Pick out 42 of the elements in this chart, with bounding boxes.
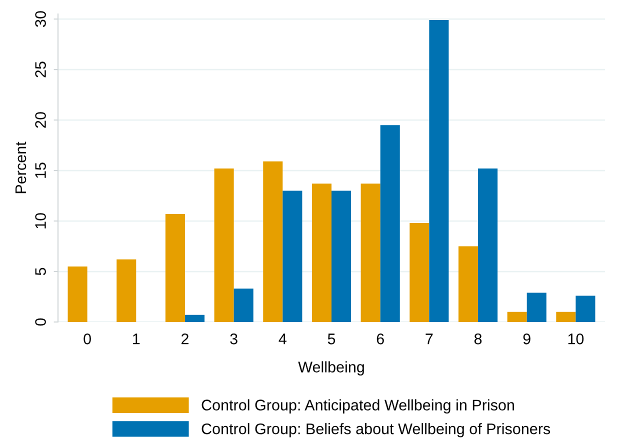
y-tick-label: 10 (35, 213, 46, 228)
x-tick-label: 7 (426, 334, 433, 344)
x-tick-label: 6 (376, 334, 384, 344)
y-tick-label: 5 (35, 268, 46, 276)
bar (576, 296, 596, 322)
y-tick-label: 15 (35, 162, 46, 178)
x-tick-label: 1 (133, 334, 140, 344)
x-axis-title: Wellbeing (298, 361, 364, 376)
bar (556, 312, 576, 322)
y-axis-title: Percent (15, 142, 26, 194)
x-tick-label: 2 (182, 334, 188, 344)
bar (526, 292, 546, 322)
y-tick-label: 25 (35, 62, 46, 78)
y-tick-label: 0 (35, 318, 46, 326)
bar (282, 190, 302, 322)
y-tick-label: 20 (35, 112, 46, 128)
x-tick-label: 5 (328, 334, 336, 344)
x-tick-label: 9 (523, 334, 530, 344)
bar (429, 20, 449, 322)
bar (68, 266, 88, 322)
bar (458, 246, 478, 322)
bar (410, 223, 430, 322)
bar (263, 161, 283, 322)
x-tick-label: 4 (278, 334, 286, 344)
legend-label: Control Group: Anticipated Wellbeing in Prison (202, 399, 514, 414)
y-tick-label: 30 (35, 11, 46, 27)
x-tick-label: 3 (230, 334, 238, 344)
legend-label: Control Group: Beliefs about Wellbeing of Prisoners (202, 423, 550, 438)
bar (380, 125, 400, 322)
bar (312, 184, 332, 322)
bar (234, 288, 254, 322)
bar (360, 184, 380, 322)
bar (214, 168, 234, 322)
bar (332, 190, 352, 322)
bar (478, 168, 498, 322)
x-tick-label: 0 (84, 334, 91, 344)
bar (165, 214, 185, 322)
bar (116, 259, 136, 322)
x-tick-label: 10 (568, 334, 584, 344)
bar (184, 314, 205, 322)
bar (507, 312, 527, 322)
x-tick-label: 8 (474, 334, 482, 344)
